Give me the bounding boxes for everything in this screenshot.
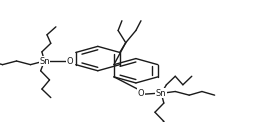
Text: Sn: Sn bbox=[39, 56, 50, 66]
Text: O: O bbox=[67, 56, 73, 66]
Text: O: O bbox=[138, 89, 144, 98]
Text: Sn: Sn bbox=[156, 89, 167, 98]
